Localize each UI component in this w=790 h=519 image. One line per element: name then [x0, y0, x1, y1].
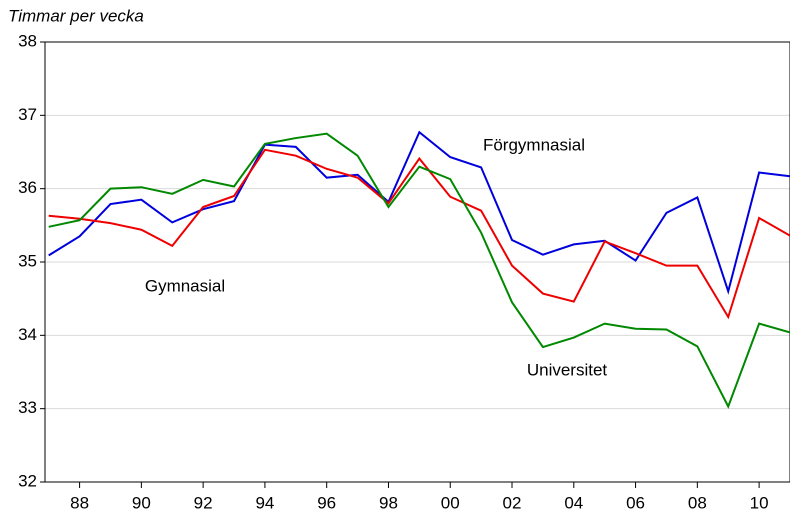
- x-tick-label: 10: [750, 493, 769, 512]
- y-tick-label: 37: [18, 105, 37, 124]
- y-tick-label: 38: [18, 31, 37, 50]
- x-tick-label: 92: [194, 493, 213, 512]
- series-line: [48, 132, 790, 409]
- x-tick-label: 00: [441, 493, 460, 512]
- x-tick-label: 88: [70, 493, 89, 512]
- y-tick-label: 33: [18, 398, 37, 417]
- series-label: Universitet: [527, 360, 608, 379]
- series-label: Gymnasial: [145, 276, 225, 295]
- y-tick-label: 34: [18, 325, 37, 344]
- series-line: [48, 130, 790, 295]
- y-tick-label: 36: [18, 178, 37, 197]
- y-axis-title: Timmar per vecka: [8, 6, 144, 25]
- x-tick-label: 08: [688, 493, 707, 512]
- y-tick-label: 35: [18, 251, 37, 270]
- series-line: [48, 148, 790, 320]
- x-tick-label: 04: [564, 493, 583, 512]
- x-tick-label: 98: [379, 493, 398, 512]
- series-label: Förgymnasial: [483, 135, 585, 154]
- plot-frame: [44, 41, 790, 483]
- x-tick-label: 94: [255, 493, 274, 512]
- y-tick-label: 32: [18, 471, 37, 490]
- x-tick-label: 06: [626, 493, 645, 512]
- x-tick-label: 90: [132, 493, 151, 512]
- x-tick-label: 02: [503, 493, 522, 512]
- x-tick-label: 96: [317, 493, 336, 512]
